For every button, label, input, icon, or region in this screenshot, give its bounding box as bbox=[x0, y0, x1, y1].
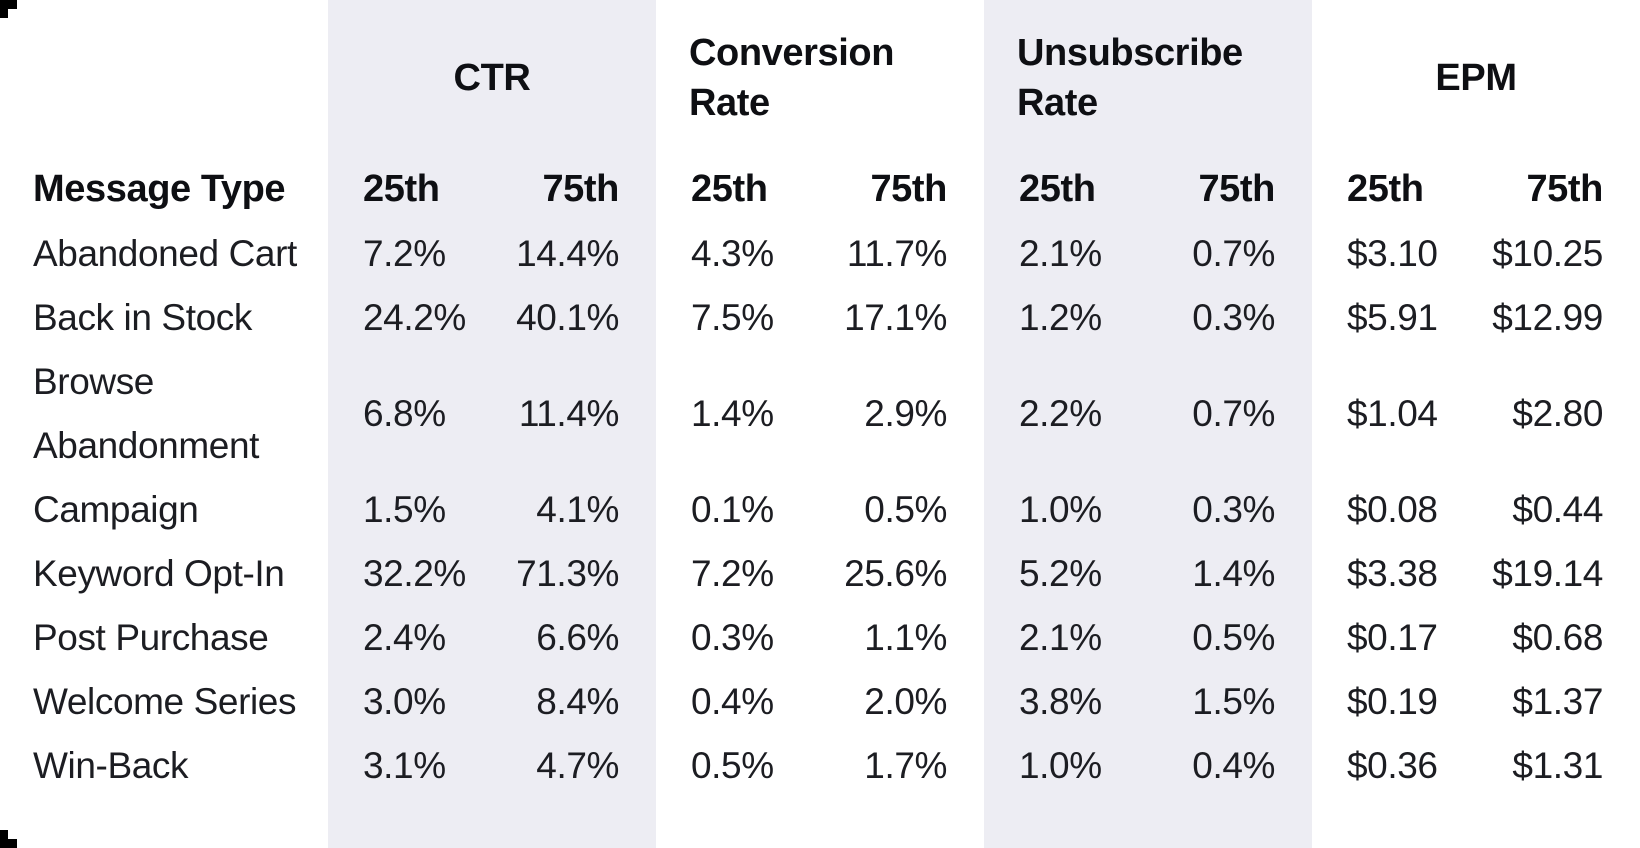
table-cell: 14.4% bbox=[516, 233, 619, 274]
table-cell: $1.31 bbox=[1512, 745, 1603, 786]
table-cell: 1.4% bbox=[1192, 553, 1275, 594]
table-cell: 2.4% bbox=[363, 617, 446, 658]
column-header-25th: 25th bbox=[691, 167, 768, 210]
table-cell: 0.3% bbox=[1192, 297, 1275, 338]
table-cell: 7.5% bbox=[691, 297, 774, 338]
table-cell: 1.5% bbox=[1192, 681, 1275, 722]
ctr-column-band bbox=[328, 0, 656, 848]
group-header-epm: EPM bbox=[1312, 0, 1640, 156]
table-cell: 8.4% bbox=[536, 681, 619, 722]
row-label: Browse Abandonment bbox=[33, 361, 260, 466]
group-header-label: Unsubscribe Rate bbox=[1017, 32, 1243, 124]
column-header-75th: 75th bbox=[1526, 167, 1603, 210]
table-cell: $0.36 bbox=[1347, 745, 1438, 786]
table-cell: 5.2% bbox=[1019, 553, 1102, 594]
table-cell: 4.3% bbox=[691, 233, 774, 274]
table-cell: 0.5% bbox=[691, 745, 774, 786]
table-cell: $5.91 bbox=[1347, 297, 1438, 338]
table-cell: 1.5% bbox=[363, 489, 446, 530]
group-header-unsubscribe-rate: Unsubscribe Rate bbox=[984, 0, 1312, 156]
table-cell: 3.0% bbox=[363, 681, 446, 722]
group-header-label: CTR bbox=[453, 57, 531, 99]
group-header-label: EPM bbox=[1435, 57, 1517, 99]
unsubscribe-column-band bbox=[984, 0, 1312, 848]
table-cell: 2.0% bbox=[864, 681, 947, 722]
group-header-ctr: CTR bbox=[328, 0, 656, 156]
table-cell: 7.2% bbox=[363, 233, 446, 274]
table-cell: 3.1% bbox=[363, 745, 446, 786]
table-cell: $3.38 bbox=[1347, 553, 1438, 594]
table-cell: 2.2% bbox=[1019, 393, 1102, 434]
table-cell: 0.4% bbox=[1192, 745, 1275, 786]
row-label: Welcome Series bbox=[33, 681, 297, 722]
table-cell: 6.8% bbox=[363, 393, 446, 434]
column-header-25th: 25th bbox=[363, 167, 440, 210]
column-header-75th: 75th bbox=[542, 167, 619, 210]
table-cell: $0.19 bbox=[1347, 681, 1438, 722]
row-label: Back in Stock bbox=[33, 297, 252, 338]
table-cell: $2.80 bbox=[1512, 393, 1603, 434]
table-cell: 0.4% bbox=[691, 681, 774, 722]
table-cell: $0.68 bbox=[1512, 617, 1603, 658]
table-cell: 0.1% bbox=[691, 489, 774, 530]
row-label: Campaign bbox=[33, 489, 199, 530]
table-cell: 4.1% bbox=[536, 489, 619, 530]
column-header-75th: 75th bbox=[1198, 167, 1275, 210]
table-cell: 0.3% bbox=[1192, 489, 1275, 530]
table-cell: 0.3% bbox=[691, 617, 774, 658]
table-cell: 1.0% bbox=[1019, 489, 1102, 530]
table-cell: $12.99 bbox=[1492, 297, 1603, 338]
table-cell: 24.2% bbox=[363, 297, 466, 338]
table-cell: 11.7% bbox=[846, 233, 948, 274]
group-header-empty bbox=[0, 0, 328, 156]
table-cell: 0.5% bbox=[864, 489, 947, 530]
table-cell: 4.7% bbox=[536, 745, 619, 786]
table-cell: $10.25 bbox=[1492, 233, 1603, 274]
row-label: Post Purchase bbox=[33, 617, 269, 658]
table-cell: 0.7% bbox=[1192, 393, 1275, 434]
table-cell: 7.2% bbox=[691, 553, 774, 594]
group-header-conversion-rate: Conversion Rate bbox=[656, 0, 984, 156]
table-cell: 17.1% bbox=[844, 297, 947, 338]
column-header-message-type: Message Type bbox=[33, 167, 286, 210]
table-cell: 6.6% bbox=[536, 617, 619, 658]
table-cell: 25.6% bbox=[844, 553, 947, 594]
column-header-75th: 75th bbox=[870, 167, 947, 210]
table-cell: 11.4% bbox=[518, 393, 620, 434]
table-cell: 1.4% bbox=[691, 393, 774, 434]
table-cell: $1.37 bbox=[1512, 681, 1603, 722]
table-cell: 71.3% bbox=[516, 553, 619, 594]
table-cell: $3.10 bbox=[1347, 233, 1438, 274]
table-cell: $0.44 bbox=[1512, 489, 1603, 530]
table-cell: 1.1% bbox=[864, 617, 947, 658]
table-cell: 1.0% bbox=[1019, 745, 1102, 786]
table-cell: 2.9% bbox=[864, 393, 947, 434]
table-cell: 3.8% bbox=[1019, 681, 1102, 722]
table-cell: 2.1% bbox=[1019, 233, 1102, 274]
table-cell: 40.1% bbox=[516, 297, 619, 338]
column-header-25th: 25th bbox=[1347, 167, 1424, 210]
table-cell: 2.1% bbox=[1019, 617, 1102, 658]
column-header-25th: 25th bbox=[1019, 167, 1096, 210]
table-cell: 0.5% bbox=[1192, 617, 1275, 658]
table-cell: $0.17 bbox=[1347, 617, 1438, 658]
table-cell: 1.2% bbox=[1019, 297, 1102, 338]
group-header-label: Conversion Rate bbox=[689, 32, 895, 124]
row-label: Keyword Opt-In bbox=[33, 553, 285, 594]
metrics-table: CTR Conversion Rate Unsubscribe Rate EPM… bbox=[0, 0, 1640, 786]
table-cell: $1.04 bbox=[1347, 393, 1438, 434]
table-cell: 0.7% bbox=[1192, 233, 1275, 274]
table-cell: $0.08 bbox=[1347, 489, 1438, 530]
row-label: Win-Back bbox=[33, 745, 189, 786]
table-cell: 32.2% bbox=[363, 553, 466, 594]
table-cell: 1.7% bbox=[864, 745, 947, 786]
table-cell: $19.14 bbox=[1492, 553, 1603, 594]
row-label: Abandoned Cart bbox=[33, 233, 297, 274]
